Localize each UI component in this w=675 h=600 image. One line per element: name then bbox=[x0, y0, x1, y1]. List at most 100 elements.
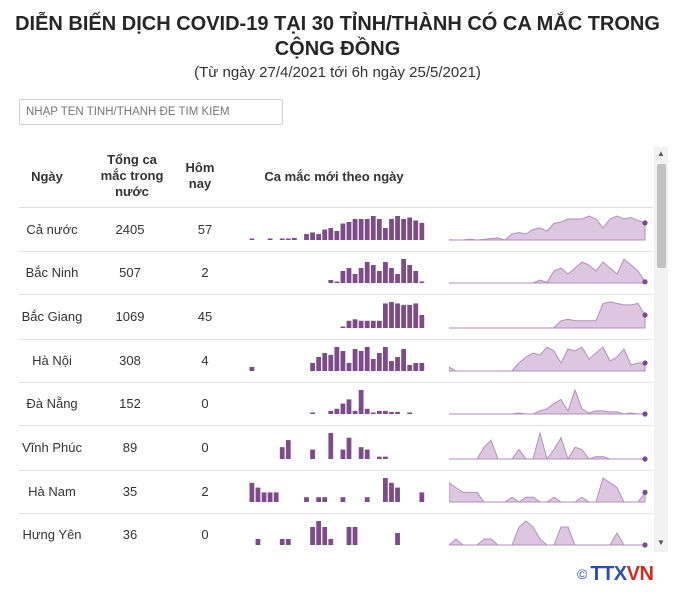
daily-bar bbox=[328, 228, 334, 240]
table-row[interactable]: Hà Nam 35 2 bbox=[19, 470, 653, 514]
daily-bar bbox=[407, 217, 413, 240]
daily-bar bbox=[304, 234, 309, 240]
daily-bar-sparkline bbox=[255, 521, 400, 545]
today-cases: 0 bbox=[201, 527, 209, 542]
daily-bar bbox=[364, 320, 370, 328]
last-value-dot bbox=[642, 456, 648, 462]
scrollbar-thumb[interactable] bbox=[657, 164, 666, 268]
daily-bar bbox=[328, 410, 334, 414]
daily-bar bbox=[389, 361, 394, 371]
province-name: Hà Nam bbox=[28, 483, 76, 499]
daily-area-sparkline bbox=[449, 520, 648, 548]
daily-bar bbox=[316, 497, 322, 502]
daily-bar bbox=[285, 238, 291, 240]
daily-bar bbox=[364, 262, 370, 283]
daily-bar bbox=[419, 222, 425, 240]
daily-bar bbox=[401, 304, 406, 328]
daily-bar bbox=[328, 539, 334, 545]
daily-bar bbox=[310, 232, 315, 240]
brand-logo-part-b: VN bbox=[626, 562, 654, 585]
daily-bar-sparkline bbox=[340, 302, 425, 328]
daily-bar bbox=[370, 265, 376, 283]
daily-bar bbox=[407, 365, 413, 371]
scroll-up-icon[interactable]: ▲ bbox=[657, 149, 665, 158]
daily-bar bbox=[419, 281, 425, 283]
daily-bar bbox=[407, 265, 413, 283]
daily-bar bbox=[346, 399, 352, 414]
daily-bar bbox=[279, 447, 285, 459]
daily-bar bbox=[334, 408, 340, 414]
daily-bar bbox=[322, 229, 328, 240]
daily-bar bbox=[383, 410, 388, 414]
daily-bar bbox=[364, 219, 370, 240]
daily-bar bbox=[370, 216, 376, 240]
daily-bar bbox=[310, 527, 315, 545]
header-today[interactable]: Hôm nay bbox=[185, 160, 215, 191]
trend-area bbox=[449, 520, 645, 546]
daily-bar bbox=[334, 231, 340, 240]
daily-bar bbox=[395, 533, 400, 545]
daily-bar bbox=[346, 363, 352, 371]
daily-bar-sparkline bbox=[249, 347, 425, 371]
table-row[interactable]: Bắc Giang 1069 45 bbox=[19, 294, 653, 340]
trend-area bbox=[449, 346, 646, 372]
table-row[interactable]: Cả nước 2405 57 bbox=[19, 208, 653, 252]
daily-bar bbox=[395, 487, 400, 502]
last-value-dot bbox=[642, 360, 648, 366]
page-subtitle: (Từ ngày 27/4/2021 tới 6h ngày 25/5/2021… bbox=[194, 64, 481, 81]
daily-bar bbox=[401, 349, 406, 371]
daily-bar bbox=[340, 351, 346, 371]
table-row[interactable]: Đà Nẵng 152 0 bbox=[19, 382, 653, 426]
today-cases: 57 bbox=[197, 222, 213, 237]
daily-bar bbox=[340, 497, 346, 502]
daily-bar bbox=[249, 367, 255, 371]
daily-bar bbox=[285, 539, 291, 545]
daily-bar bbox=[370, 412, 376, 414]
daily-bar bbox=[334, 347, 340, 371]
today-cases: 0 bbox=[201, 440, 209, 455]
last-value-dot bbox=[642, 312, 648, 318]
daily-bar bbox=[376, 410, 382, 414]
today-cases: 45 bbox=[197, 309, 213, 324]
daily-bar bbox=[358, 320, 364, 328]
daily-bar bbox=[389, 268, 394, 283]
daily-bar bbox=[340, 326, 346, 328]
daily-bar-sparkline bbox=[249, 216, 425, 240]
daily-bar bbox=[334, 281, 340, 283]
logo: © TTXVN bbox=[577, 562, 654, 586]
daily-bar bbox=[358, 390, 364, 414]
table-row[interactable]: Vĩnh Phúc 89 0 bbox=[19, 425, 653, 471]
daily-bar bbox=[389, 411, 394, 414]
today-cases: 2 bbox=[201, 265, 209, 280]
daily-bar bbox=[419, 315, 425, 328]
daily-bar-sparkline bbox=[310, 390, 413, 414]
daily-bar bbox=[352, 319, 358, 328]
total-cases: 1069 bbox=[115, 309, 145, 324]
last-value-dot bbox=[642, 220, 648, 226]
daily-bar bbox=[273, 492, 279, 502]
daily-bar bbox=[310, 449, 315, 459]
scroll-down-icon[interactable]: ▼ bbox=[657, 538, 665, 547]
daily-bar bbox=[340, 403, 346, 414]
table-row[interactable]: Bắc Ninh 507 2 bbox=[19, 251, 653, 295]
daily-area-sparkline bbox=[449, 388, 648, 417]
daily-bar bbox=[401, 219, 406, 240]
total-cases: 152 bbox=[119, 396, 141, 411]
daily-bar bbox=[407, 304, 413, 328]
last-value-dot bbox=[642, 489, 648, 495]
table-row[interactable]: Hưng Yên 36 0 bbox=[19, 513, 653, 552]
daily-bar bbox=[352, 349, 358, 371]
daily-bar bbox=[267, 492, 273, 502]
daily-bar bbox=[352, 219, 358, 240]
daily-bar bbox=[340, 449, 346, 459]
search-input[interactable] bbox=[19, 99, 283, 125]
table-row[interactable]: Hà Nội 308 4 bbox=[19, 339, 653, 383]
daily-bar bbox=[389, 482, 394, 502]
daily-bar-sparkline bbox=[279, 433, 388, 459]
daily-bar bbox=[413, 220, 419, 240]
header-name[interactable]: Ngày bbox=[31, 169, 63, 184]
province-table: Ngày Tổng ca mắc trong nước Hôm nay Ca m… bbox=[19, 144, 669, 552]
header-total[interactable]: Tổng ca mắc trong nước bbox=[100, 152, 164, 199]
daily-bar bbox=[376, 219, 382, 240]
total-cases: 36 bbox=[122, 527, 138, 542]
